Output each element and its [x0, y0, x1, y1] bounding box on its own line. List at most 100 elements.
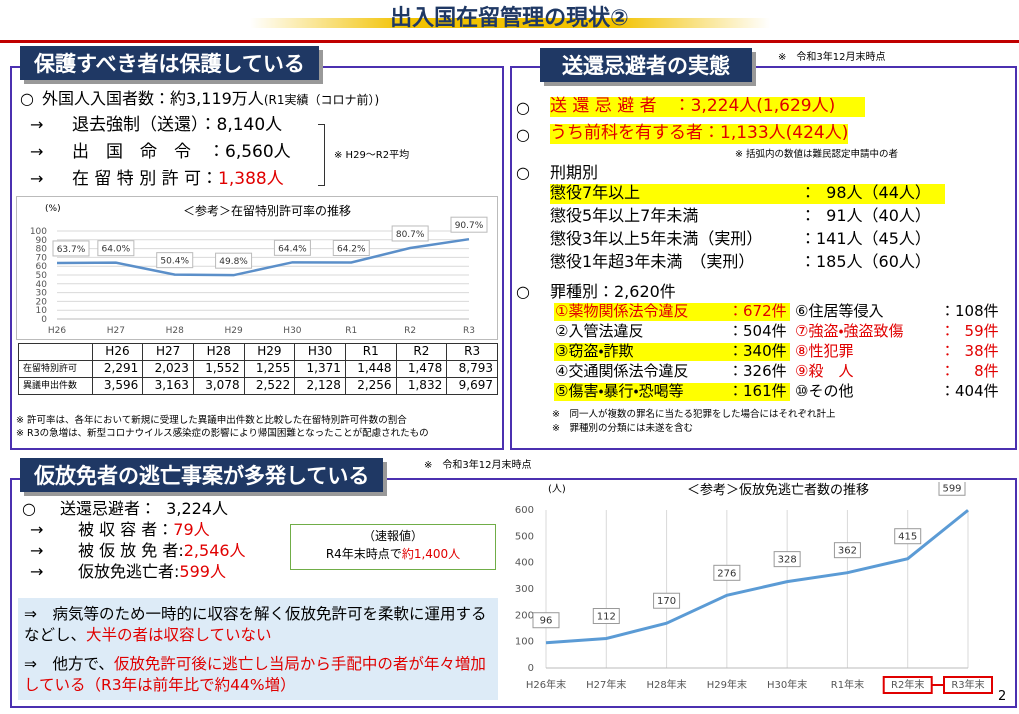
data-label: 112: [597, 612, 616, 623]
item-label: 在 留 特 別 許 可：: [72, 169, 219, 189]
page-number: 2: [998, 689, 1007, 704]
x-tick-label: H28: [166, 326, 184, 336]
arrow: →: [30, 169, 44, 188]
table-row: 在留特別許可 2,291 2,023 1,552 1,255 1,371 1,448 1,47…: [18, 360, 498, 378]
crime-label: ⑧性犯罪: [795, 342, 854, 360]
brace: [318, 124, 325, 186]
escape-chart: ＜参考＞仮放免逃亡者数の推移 (人) 0 100 200 300 400 500 600 H2…: [515, 482, 993, 694]
table-cell: 1,552: [192, 360, 245, 378]
item: 在 留 特 別 許 可：1,388人: [72, 169, 284, 190]
as-of-note: ※ 令和3年12月末時点: [778, 52, 886, 63]
highlight: [554, 303, 790, 321]
point: ⇒ 他方で、仮放免許可後に逃亡し当局から手配中の者が年々増加している（R3年は前…: [24, 654, 494, 696]
label-box: [52, 240, 90, 257]
data-table: H26 H27 H28 H29 H30 R1 R2 R3 在留特別許可 2,291 2,023 1,…: [18, 343, 498, 395]
arrow: →: [30, 520, 44, 539]
note: ※ 同一人が複数の罪名に当たる犯罪をした場合にはそれぞれ計上: [552, 409, 836, 420]
summary-text: 外国人入国者数：約3,119万人: [42, 89, 264, 108]
label-box: [938, 482, 966, 496]
as-of-note: ※ 令和3年12月末時点: [424, 460, 532, 471]
data-label: 49.8%: [219, 257, 248, 267]
x-tick-label: R1年末: [831, 678, 864, 691]
data-label: 64.2%: [337, 245, 366, 255]
x-tick-label: H30年末: [767, 678, 807, 691]
arrow: →: [30, 562, 44, 581]
y-tick-label: 20: [36, 297, 48, 307]
crime-header: 罪種別：2,620件: [550, 282, 676, 301]
label-box: [391, 225, 429, 242]
item: 退去強制（送還）：8,140人: [72, 115, 283, 135]
highlight: [554, 343, 790, 361]
item: 被 仮 放 免 者:2,546人: [78, 541, 246, 560]
item: 送 還 忌 避 者 ：3,224人(1,629人): [550, 96, 866, 117]
x-tick-label: H28年末: [646, 678, 686, 691]
crime-label: ④交通関係法令違反: [555, 362, 689, 380]
y-tick-label: 80: [36, 245, 48, 255]
rate-chart: ＜参考＞在留特別許可率の推移 (%) 010203040506070809010…: [16, 196, 498, 340]
summary: 外国人入国者数：約3,119万人(R1実績（コロナ前）): [42, 89, 379, 108]
item-label: 被 仮 放 免 者:: [78, 541, 184, 560]
point: ⇒ 病気等のため一時的に収容を解く仮放免許可を柔軟に運用するなどし、大半の者は収…: [24, 604, 494, 646]
item: 出 国 命 令 ：6,560人: [72, 142, 291, 162]
table-header-cell: H26: [91, 343, 144, 361]
table-cell: 8,793: [446, 360, 498, 378]
y-tick-label: 100: [515, 637, 534, 648]
label-box: [894, 528, 922, 545]
y-tick-label: 60: [36, 262, 48, 272]
crime-value: ：340件: [728, 342, 787, 360]
crime-label: ⑨殺 人: [795, 362, 854, 380]
title-band: [250, 18, 770, 28]
chart-title: ＜参考＞在留特別許可率の推移: [183, 203, 351, 218]
data-label: 362: [838, 546, 857, 557]
label-box: [273, 239, 311, 256]
label-box: [592, 608, 620, 625]
table-cell: 1,255: [243, 360, 296, 378]
table-cell: 2,522: [243, 377, 296, 395]
x-tick-label: H29: [224, 326, 242, 336]
label-box: [97, 240, 135, 257]
item: 被 収 容 者：79人: [78, 520, 210, 539]
data-label: 64.4%: [278, 244, 307, 254]
table-cell: 3,163: [142, 377, 194, 395]
y-tick-label: 70: [36, 253, 48, 263]
callout-value: 約1,400人: [401, 547, 461, 561]
y-tick-label: 300: [515, 584, 534, 595]
highlight: [554, 383, 790, 401]
y-tick-label: 400: [515, 558, 534, 569]
y-tick-label: 200: [515, 610, 534, 621]
label-box: [156, 252, 194, 269]
table-cell: 2,023: [142, 360, 194, 378]
item-label: 被 収 容 者：: [78, 520, 174, 539]
bullet: ○: [516, 98, 530, 117]
note: ※ 罪種別の分類には未遂を含む: [552, 423, 693, 434]
label-box: [653, 592, 681, 609]
table-cell: 3,078: [192, 377, 245, 395]
x-tick-label: R2年末: [891, 678, 924, 691]
summary: 送還忌避者： 3,224人: [60, 499, 228, 518]
sentence-label: 懲役5年以上7年未満: [550, 206, 699, 225]
point-box: [18, 598, 498, 700]
label-box: [332, 240, 370, 257]
y-tick-label: 30: [36, 289, 48, 299]
note: ※ 許可率は、各年において新規に受理した異議申出件数と比較した在留特別許可件数の…: [16, 415, 407, 426]
page-title: 出入国在留管理の現状②: [390, 6, 629, 31]
arrow: →: [30, 115, 44, 134]
point-text: ⇒ 病気等のため一時的に収容を解く仮放免許可を柔軟に運用するなどし、: [24, 605, 487, 644]
y-tick-label: 10: [36, 306, 48, 316]
note: ※ R3の急増は、新型コロナウイルス感染症の影響により帰国困難となったことが配慮…: [16, 428, 429, 439]
bullet: ○: [516, 163, 530, 182]
crime-label: ⑤傷害・暴行・恐喝等: [555, 382, 684, 400]
crime-value: ：161件: [728, 382, 787, 400]
data-label: 64.0%: [102, 245, 131, 255]
title-rule: [0, 40, 1019, 43]
item-value: 1,388人: [218, 169, 284, 189]
bottom-panel: [10, 478, 1017, 708]
left-heading: 保護すべき者は保護している: [20, 46, 319, 80]
arrow: →: [30, 541, 44, 560]
bottom-heading: 仮放免者の逃亡事案が多発している: [20, 458, 384, 492]
table-header-cell: R2: [395, 343, 448, 361]
arrow: →: [30, 142, 44, 161]
y-tick-label: 40: [36, 280, 48, 290]
data-label: 415: [898, 532, 917, 543]
